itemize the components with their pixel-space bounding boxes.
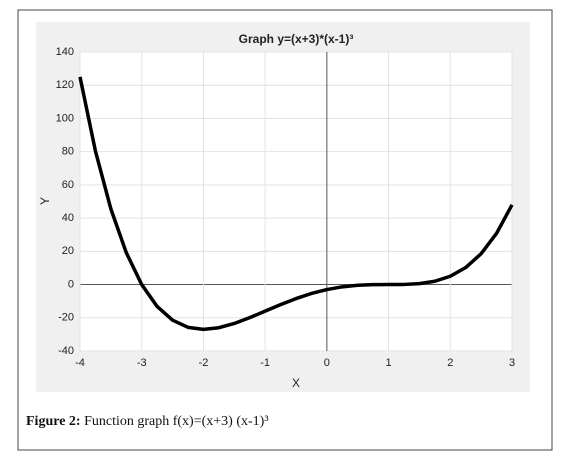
- y-tick-label: 80: [62, 146, 74, 158]
- y-tick-label: 60: [62, 179, 74, 191]
- x-tick-label: 2: [447, 357, 453, 369]
- y-tick-label: 140: [56, 46, 74, 58]
- x-tick-label: -1: [260, 357, 270, 369]
- x-tick-label: -2: [199, 357, 209, 369]
- y-tick-label: 0: [68, 278, 74, 290]
- x-tick-label: -4: [75, 357, 85, 369]
- plot-area: [79, 51, 513, 352]
- y-axis-label: Y: [38, 197, 52, 205]
- caption-text: Function graph f(x)=(x+3) (x-1)³: [84, 414, 269, 429]
- x-tick-label: 1: [386, 357, 392, 369]
- y-tick-label: 40: [62, 212, 74, 224]
- x-axis-label: X: [292, 376, 300, 390]
- x-tick-label: 3: [509, 357, 515, 369]
- caption: Figure 2: Function graph f(x)=(x+3) (x-1…: [26, 414, 269, 430]
- x-tick-label: 0: [324, 357, 330, 369]
- y-tick-label: 120: [56, 79, 74, 91]
- x-tick-label: -3: [137, 357, 147, 369]
- y-tick-label: 100: [56, 112, 74, 124]
- caption-label: Figure 2:: [26, 414, 81, 429]
- y-tick-label: -20: [58, 312, 74, 324]
- line-series: [78, 76, 514, 332]
- chart-title: Graph y=(x+3)*(x-1)³: [239, 32, 354, 46]
- y-tick-label: 20: [62, 245, 74, 257]
- y-tick-label: -40: [58, 345, 74, 357]
